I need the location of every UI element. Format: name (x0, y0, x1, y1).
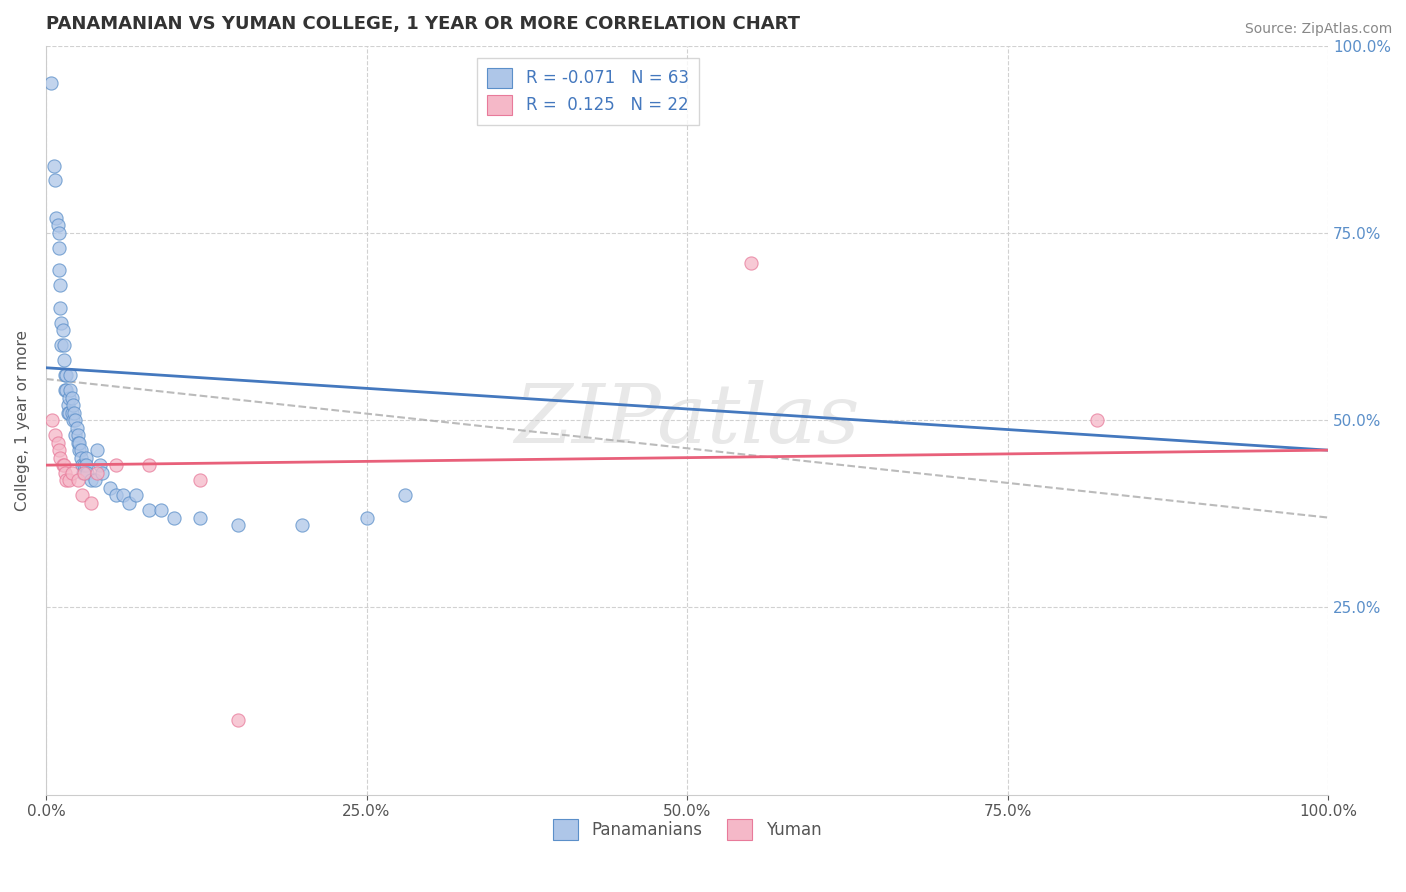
Point (75, 458, 97, 472)
Point (291, 518, 314, 533)
Point (86, 466, 108, 480)
Point (49, 301, 72, 315)
Point (46, 435, 69, 450)
Point (73, 458, 96, 472)
Point (226, 518, 249, 533)
Point (150, 503, 173, 517)
Point (52, 458, 75, 472)
Y-axis label: College, 1 year or more: College, 1 year or more (15, 330, 30, 511)
Point (66, 420, 89, 434)
Point (138, 503, 160, 517)
Point (52, 353, 75, 368)
Point (58, 473, 80, 487)
Point (55, 473, 77, 487)
Point (49, 450, 72, 465)
Point (60, 406, 83, 420)
Point (83, 473, 105, 487)
Point (62, 398, 84, 412)
Point (89, 458, 111, 472)
Point (740, 256, 762, 270)
Point (51, 338, 73, 352)
Point (80, 495, 103, 509)
Point (65, 413, 87, 427)
Point (394, 488, 416, 502)
Point (67, 443, 90, 458)
Point (48, 443, 70, 458)
Point (163, 510, 186, 524)
Point (51, 316, 73, 330)
Point (70, 488, 93, 502)
Point (118, 495, 141, 509)
Point (56, 406, 79, 420)
Point (44, 173, 66, 187)
Point (66, 428, 89, 442)
Point (45, 211, 67, 225)
Point (53, 466, 76, 480)
Point (76, 466, 98, 480)
Point (39, 76, 62, 90)
Point (48, 263, 70, 277)
Point (59, 383, 82, 397)
Point (58, 391, 80, 405)
Point (52, 458, 75, 472)
Point (63, 406, 86, 420)
Point (75, 450, 97, 465)
Point (55, 368, 77, 383)
Point (105, 458, 128, 472)
Point (188, 473, 211, 487)
Point (69, 450, 91, 465)
Point (69, 443, 91, 458)
Point (48, 241, 70, 255)
Point (80, 473, 103, 487)
Point (59, 368, 82, 383)
Point (111, 488, 134, 502)
Point (125, 488, 148, 502)
Point (55, 383, 77, 397)
Text: PANAMANIAN VS YUMAN COLLEGE, 1 YEAR OR MORE CORRELATION CHART: PANAMANIAN VS YUMAN COLLEGE, 1 YEAR OR M… (46, 15, 800, 33)
Point (356, 510, 378, 524)
Point (41, 413, 63, 427)
Point (91, 466, 114, 480)
Legend: Panamanians, Yuman: Panamanians, Yuman (547, 813, 828, 847)
Point (226, 713, 249, 727)
Point (53, 368, 76, 383)
Point (188, 510, 211, 524)
Point (72, 466, 94, 480)
Point (49, 278, 72, 293)
Point (52, 338, 75, 352)
Point (52, 323, 75, 337)
Point (56, 398, 79, 412)
Point (44, 428, 66, 442)
Point (60, 391, 83, 405)
Point (138, 458, 160, 472)
Point (46, 219, 69, 233)
Point (62, 413, 84, 427)
Point (73, 466, 96, 480)
Point (53, 383, 76, 397)
Point (60, 466, 83, 480)
Point (58, 406, 80, 420)
Point (42, 159, 65, 173)
Point (1085, 413, 1108, 427)
Point (105, 488, 128, 502)
Point (48, 226, 70, 240)
Point (65, 428, 87, 442)
Point (67, 435, 90, 450)
Text: ZIPatlas: ZIPatlas (515, 380, 860, 460)
Text: Source: ZipAtlas.com: Source: ZipAtlas.com (1244, 22, 1392, 37)
Point (70, 458, 93, 472)
Point (66, 473, 89, 487)
Point (66, 435, 89, 450)
Point (98, 481, 121, 495)
Point (86, 443, 108, 458)
